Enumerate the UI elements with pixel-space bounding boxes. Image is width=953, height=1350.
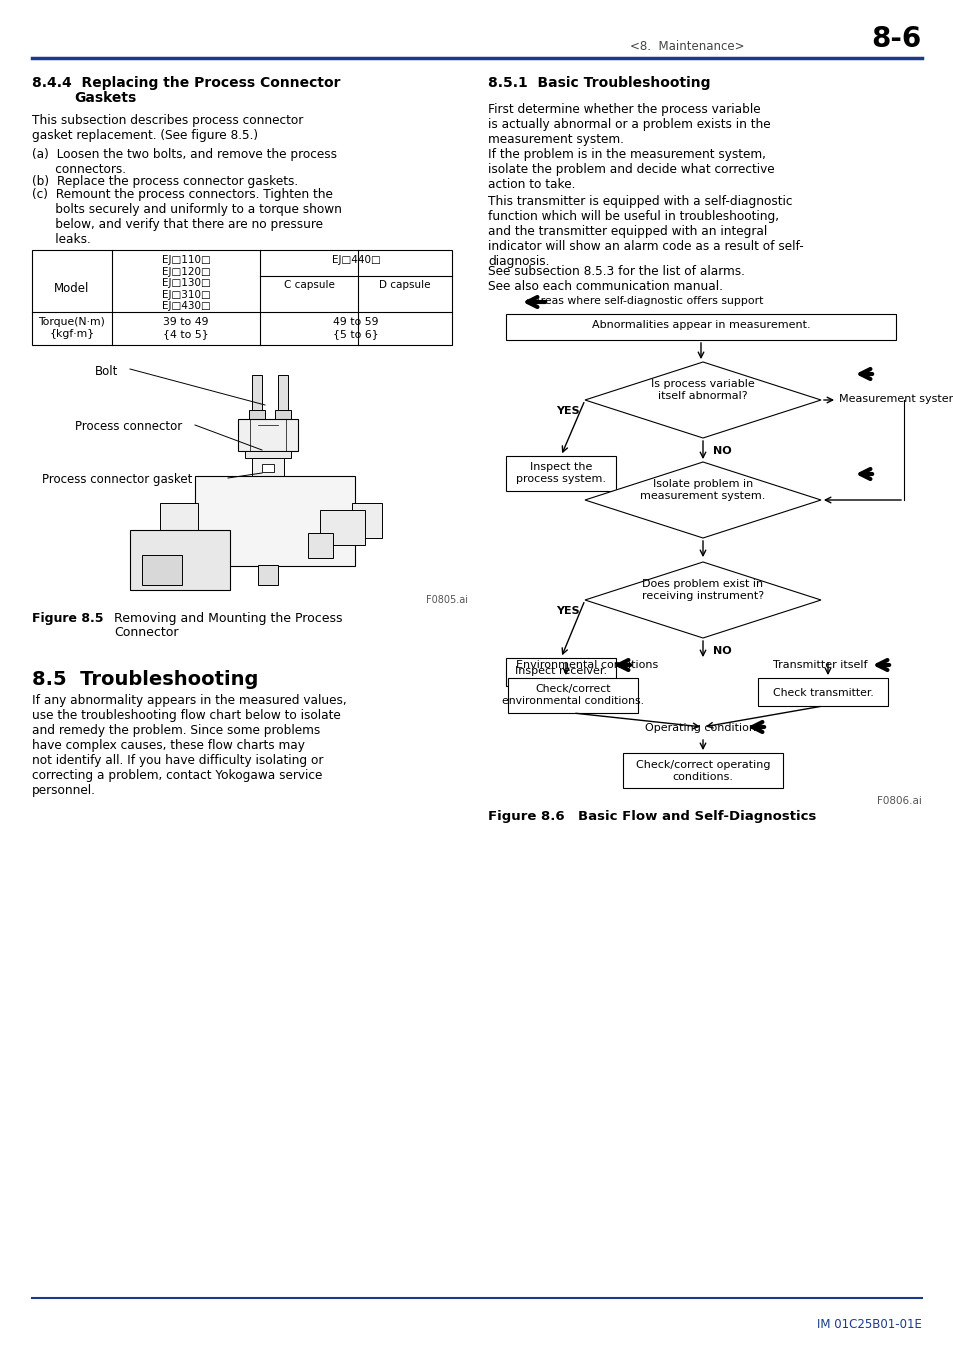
Text: Connector: Connector <box>113 626 178 639</box>
Text: If any abnormality appears in the measured values,
use the troubleshooting flow : If any abnormality appears in the measur… <box>32 694 346 796</box>
Bar <box>257 566 277 585</box>
Bar <box>194 477 355 566</box>
Polygon shape <box>584 562 821 639</box>
Bar <box>277 375 288 414</box>
Bar <box>245 451 291 458</box>
Text: This subsection describes process connector
gasket replacement. (See figure 8.5.: This subsection describes process connec… <box>32 113 303 142</box>
Bar <box>352 504 381 539</box>
Text: Model: Model <box>54 282 90 294</box>
Bar <box>505 657 616 686</box>
Text: (b)  Replace the process connector gaskets.: (b) Replace the process connector gasket… <box>32 176 297 188</box>
Bar <box>142 555 182 585</box>
Text: F0805.ai: F0805.ai <box>426 595 468 605</box>
Bar <box>505 315 895 340</box>
Text: 49 to 59
{5 to 6}: 49 to 59 {5 to 6} <box>333 317 378 339</box>
Text: NO: NO <box>712 647 731 656</box>
Text: This transmitter is equipped with a self-diagnostic
function which will be usefu: This transmitter is equipped with a self… <box>488 194 803 269</box>
Text: Transmitter itself: Transmitter itself <box>772 660 866 670</box>
Text: Check/correct operating
conditions.: Check/correct operating conditions. <box>635 760 769 782</box>
Text: Check transmitter.: Check transmitter. <box>772 688 872 698</box>
Text: : Areas where self-diagnostic offers support: : Areas where self-diagnostic offers sup… <box>525 296 762 306</box>
Text: 39 to 49
{4 to 5}: 39 to 49 {4 to 5} <box>163 317 209 339</box>
Text: Bolt: Bolt <box>95 364 118 378</box>
Bar <box>319 510 365 545</box>
Text: Measurement system problem: Measurement system problem <box>838 394 953 404</box>
Text: Process connector gasket: Process connector gasket <box>42 472 193 486</box>
Text: NO: NO <box>712 446 731 456</box>
Text: Figure 8.6: Figure 8.6 <box>488 810 564 824</box>
Text: IM 01C25B01-01E: IM 01C25B01-01E <box>817 1318 921 1331</box>
Bar <box>758 678 887 706</box>
Text: Gaskets: Gaskets <box>74 90 136 105</box>
Bar <box>505 456 616 491</box>
Text: Check/correct
environmental conditions.: Check/correct environmental conditions. <box>501 684 643 706</box>
Text: 8-6: 8-6 <box>871 26 921 53</box>
Text: F0806.ai: F0806.ai <box>876 796 921 806</box>
Text: YES: YES <box>556 606 579 616</box>
Text: (a)  Loosen the two bolts, and remove the process
      connectors.: (a) Loosen the two bolts, and remove the… <box>32 148 336 176</box>
Text: Environmental conditions: Environmental conditions <box>516 660 658 670</box>
Text: If the problem is in the measurement system,
isolate the problem and decide what: If the problem is in the measurement sys… <box>488 148 774 190</box>
Text: Torque(N·m)
{kgf·m}: Torque(N·m) {kgf·m} <box>38 317 106 339</box>
Text: Is process variable
itself abnormal?: Is process variable itself abnormal? <box>651 379 754 401</box>
Text: Removing and Mounting the Process: Removing and Mounting the Process <box>113 612 342 625</box>
Text: 8.5.1  Basic Troubleshooting: 8.5.1 Basic Troubleshooting <box>488 76 710 90</box>
Bar <box>237 418 297 451</box>
Text: Does problem exist in
receiving instrument?: Does problem exist in receiving instrume… <box>641 579 763 601</box>
Text: Abnormalities appear in measurement.: Abnormalities appear in measurement. <box>591 320 809 329</box>
Bar <box>130 531 230 590</box>
Bar <box>308 533 333 558</box>
Bar <box>252 375 262 414</box>
Text: EJ□440□: EJ□440□ <box>332 255 380 265</box>
Text: 8.4.4  Replacing the Process Connector: 8.4.4 Replacing the Process Connector <box>32 76 340 90</box>
Text: Operating conditions: Operating conditions <box>644 724 760 733</box>
Text: First determine whether the process variable
is actually abnormal or a problem e: First determine whether the process vari… <box>488 103 770 146</box>
Bar <box>622 753 782 788</box>
Text: Basic Flow and Self-Diagnostics: Basic Flow and Self-Diagnostics <box>578 810 816 824</box>
Polygon shape <box>584 462 821 539</box>
Text: Process connector: Process connector <box>75 420 182 433</box>
Text: EJ□110□
EJ□120□
EJ□130□
EJ□310□
EJ□430□: EJ□110□ EJ□120□ EJ□130□ EJ□310□ EJ□430□ <box>161 255 211 312</box>
Bar <box>274 410 291 418</box>
Text: 8.5  Troubleshooting: 8.5 Troubleshooting <box>32 670 258 688</box>
Bar <box>252 458 284 477</box>
Polygon shape <box>584 362 821 437</box>
Text: Inspect receiver.: Inspect receiver. <box>515 666 606 676</box>
Bar <box>32 250 452 346</box>
Text: Isolate problem in
measurement system.: Isolate problem in measurement system. <box>639 479 765 501</box>
Bar <box>262 464 274 472</box>
Text: C capsule: C capsule <box>283 279 335 290</box>
Text: D capsule: D capsule <box>379 279 431 290</box>
Bar <box>249 410 265 418</box>
Bar <box>507 678 638 713</box>
Text: See subsection 8.5.3 for the list of alarms.
See also each communication manual.: See subsection 8.5.3 for the list of ala… <box>488 265 744 293</box>
Text: Figure 8.5: Figure 8.5 <box>32 612 103 625</box>
Text: YES: YES <box>556 406 579 416</box>
Text: <8.  Maintenance>: <8. Maintenance> <box>629 40 743 53</box>
Text: Inspect the
process system.: Inspect the process system. <box>516 462 605 483</box>
Bar <box>160 504 198 543</box>
Text: (c)  Remount the process connectors. Tighten the
      bolts securely and unifor: (c) Remount the process connectors. Tigh… <box>32 188 341 246</box>
